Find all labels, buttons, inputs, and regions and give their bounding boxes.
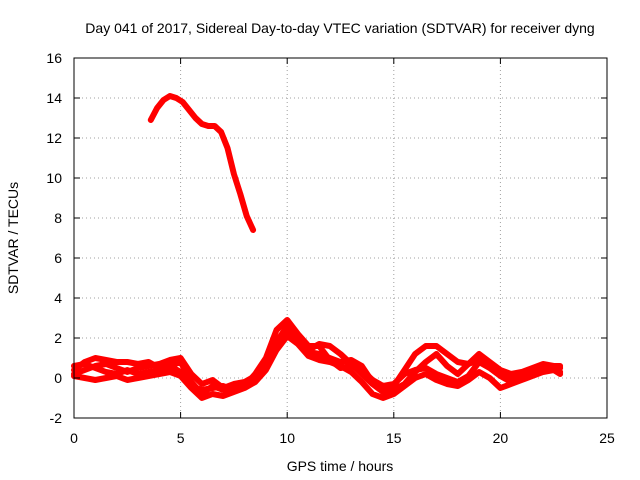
y-tick-label: -2 [50,410,63,426]
y-tick-labels: -2 0 2 4 6 8 10 12 14 16 [46,50,62,426]
y-tick-label: 16 [46,50,62,66]
x-tick-label: 5 [177,430,185,446]
y-tick-label: 6 [54,250,62,266]
series-line-arc-high [147,93,257,233]
x-axis-label: GPS time / hours [287,458,394,474]
x-tick-labels: 0 5 10 15 20 25 [70,430,615,446]
y-tick-label: 12 [46,130,62,146]
series-line-arc-c [71,333,564,401]
y-tick-label: 4 [54,290,62,306]
y-tick-label: 2 [54,330,62,346]
y-tick-label: 8 [54,210,62,226]
x-tick-label: 25 [599,430,615,446]
y-tick-label: 14 [46,90,62,106]
y-tick-label: 0 [54,370,62,386]
x-tick-label: 10 [279,430,295,446]
series-line-arc-b [71,327,564,395]
y-tick-label: 10 [46,170,62,186]
chart-title: Day 041 of 2017, Sidereal Day-to-day VTE… [85,20,594,36]
tick-marks [73,57,608,419]
series-layer [71,93,564,401]
series-line-arc-d [71,323,564,397]
x-tick-label: 15 [386,430,402,446]
x-tick-label: 0 [70,430,78,446]
x-tick-label: 20 [493,430,509,446]
plot-frame [73,57,608,419]
y-axis-label: SDTVAR / TECUs [5,182,21,294]
